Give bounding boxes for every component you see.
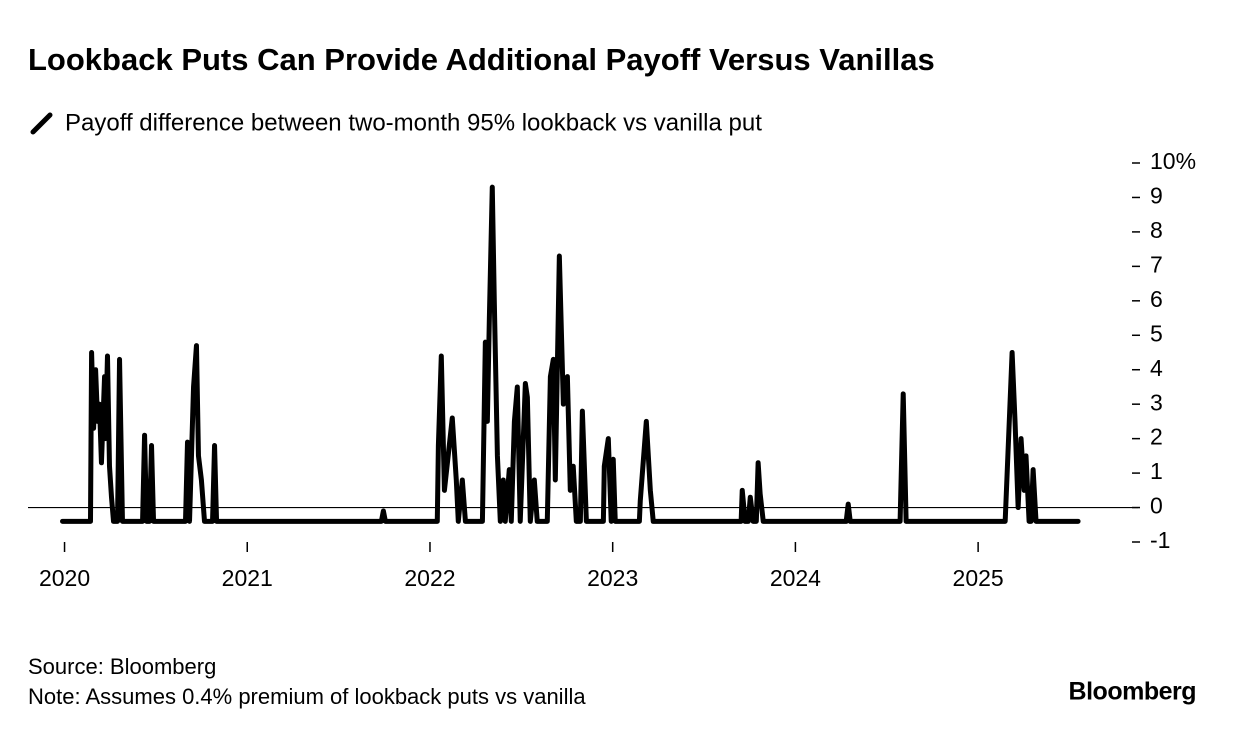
y-tick-label: 2 xyxy=(1150,424,1163,450)
x-tick-label: 2023 xyxy=(587,565,638,591)
y-tick-label: 4 xyxy=(1150,355,1163,381)
y-tick-label: 8 xyxy=(1150,217,1163,243)
legend-swatch xyxy=(30,112,53,135)
y-tick-label: 6 xyxy=(1150,286,1163,312)
x-tick-label: 2022 xyxy=(404,565,455,591)
y-tick-label: 5 xyxy=(1150,320,1163,346)
y-tick-label: 1 xyxy=(1150,458,1163,484)
y-tick-label: -1 xyxy=(1150,527,1170,553)
x-tick-label: 2024 xyxy=(770,565,821,591)
brand-logo: Bloomberg xyxy=(1069,678,1196,706)
note: Note: Assumes 0.4% premium of lookback p… xyxy=(28,684,586,709)
y-tick-label: 3 xyxy=(1150,389,1163,415)
x-tick-label: 2021 xyxy=(222,565,273,591)
legend-label: Payoff difference between two-month 95% … xyxy=(65,109,762,136)
chart-title: Lookback Puts Can Provide Additional Pay… xyxy=(28,42,935,77)
x-tick-label: 2020 xyxy=(39,565,90,591)
y-tick-label: 9 xyxy=(1150,183,1163,209)
x-tick-label: 2025 xyxy=(953,565,1004,591)
source: Source: Bloomberg xyxy=(28,654,216,679)
y-tick-label: 10% xyxy=(1150,148,1196,174)
y-tick-label: 7 xyxy=(1150,251,1163,277)
data-line xyxy=(60,184,1081,524)
y-tick-label: 0 xyxy=(1150,493,1163,519)
